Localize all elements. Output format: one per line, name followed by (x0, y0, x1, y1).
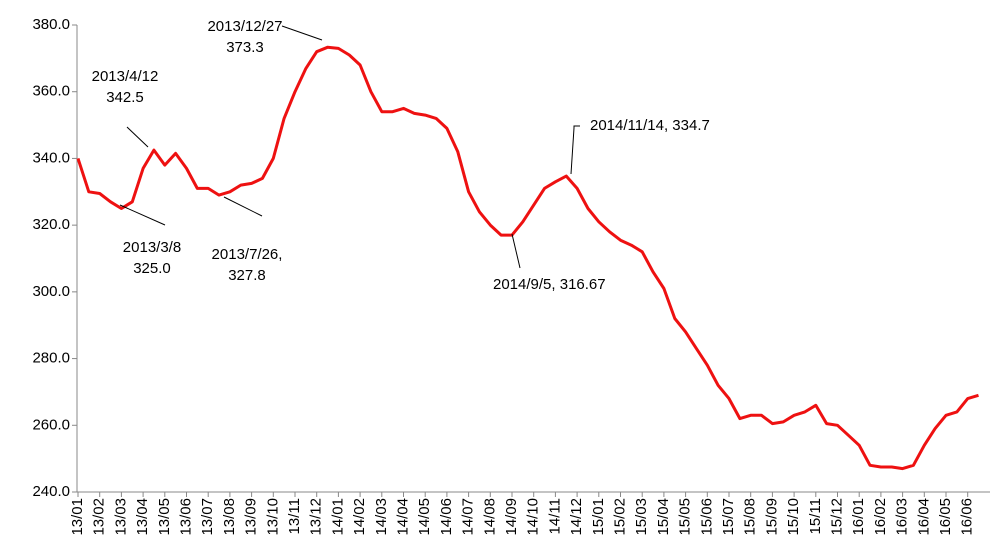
annotation: 325.0 (133, 260, 171, 277)
x-tick-label: 14/10 (525, 498, 542, 536)
x-tick-label: 15/08 (742, 498, 759, 536)
x-tick-label: 14/05 (416, 498, 433, 536)
x-tick-label: 13/04 (134, 498, 151, 536)
y-tick-label: 340.0 (32, 149, 70, 166)
y-tick-label: 360.0 (32, 83, 70, 100)
x-tick-label: 15/07 (720, 498, 737, 536)
annotation: 2013/3/8 (123, 239, 181, 256)
x-tick-label: 13/11 (286, 498, 303, 534)
x-tick-label: 15/09 (763, 498, 780, 536)
x-tick-label: 16/02 (872, 498, 889, 536)
annotation: 2013/7/26, (212, 246, 283, 263)
x-tick-label: 16/05 (937, 498, 954, 536)
x-tick-label: 13/06 (177, 498, 194, 536)
y-tick-label: 280.0 (32, 350, 70, 367)
x-tick-label: 13/02 (91, 498, 108, 536)
x-tick-label: 15/10 (785, 498, 802, 536)
annotation-leader (119, 204, 166, 226)
x-tick-label: 14/02 (351, 498, 368, 536)
x-tick-label: 16/06 (959, 498, 976, 536)
annotation: 2013/12/27 (207, 18, 282, 35)
x-tick-label: 13/05 (156, 498, 173, 536)
x-tick-label: 13/09 (243, 498, 260, 536)
annotation: 342.5 (106, 89, 144, 106)
annotation-leader (570, 125, 580, 175)
annotation: 2013/4/12 (92, 68, 159, 85)
x-tick-label: 15/06 (698, 498, 715, 536)
annotation: 373.3 (226, 39, 264, 56)
annotation-leader (223, 196, 263, 217)
x-tick-label: 14/12 (568, 498, 585, 536)
x-tick-label: 13/12 (308, 498, 325, 536)
x-tick-label: 14/09 (503, 498, 520, 536)
x-tick-label: 13/01 (69, 498, 86, 536)
x-tick-label: 16/01 (850, 498, 867, 536)
x-tick-label: 13/03 (112, 498, 129, 536)
data-line (76, 45, 979, 471)
annotation-leader (126, 126, 149, 148)
x-tick-label: 14/08 (481, 498, 498, 536)
y-tick-label: 260.0 (32, 416, 70, 433)
x-tick-label: 13/10 (264, 498, 281, 536)
x-tick-label: 14/11 (546, 498, 563, 534)
x-tick-label: 15/02 (611, 498, 628, 536)
x-tick-label: 14/03 (373, 498, 390, 536)
annotation: 2014/11/14, 334.7 (590, 117, 710, 134)
y-tick-label: 320.0 (32, 216, 70, 233)
annotation: 2014/9/5, 316.67 (493, 276, 606, 293)
x-tick-label: 14/06 (438, 498, 455, 536)
y-tick-label: 300.0 (32, 283, 70, 300)
x-tick-label: 15/12 (828, 498, 845, 536)
x-tick-label: 13/08 (221, 498, 238, 536)
x-tick-label: 15/03 (633, 498, 650, 536)
x-tick-label: 15/01 (590, 498, 607, 536)
x-tick-label: 13/07 (199, 498, 216, 536)
x-tick-label: 14/04 (394, 498, 411, 536)
y-tick-label: 380.0 (32, 16, 70, 33)
annotation-leader (511, 233, 521, 269)
x-tick-label: 15/11 (807, 498, 824, 534)
annotation: 327.8 (228, 267, 266, 284)
x-tick-label: 15/04 (655, 498, 672, 536)
x-tick-label: 15/05 (677, 498, 694, 536)
x-tick-label: 16/04 (915, 498, 932, 536)
x-tick-label: 14/01 (329, 498, 346, 536)
annotation-leader (281, 25, 323, 41)
x-tick-label: 14/07 (460, 498, 477, 536)
x-tick-label: 16/03 (894, 498, 911, 536)
y-tick-label: 240.0 (32, 483, 70, 500)
